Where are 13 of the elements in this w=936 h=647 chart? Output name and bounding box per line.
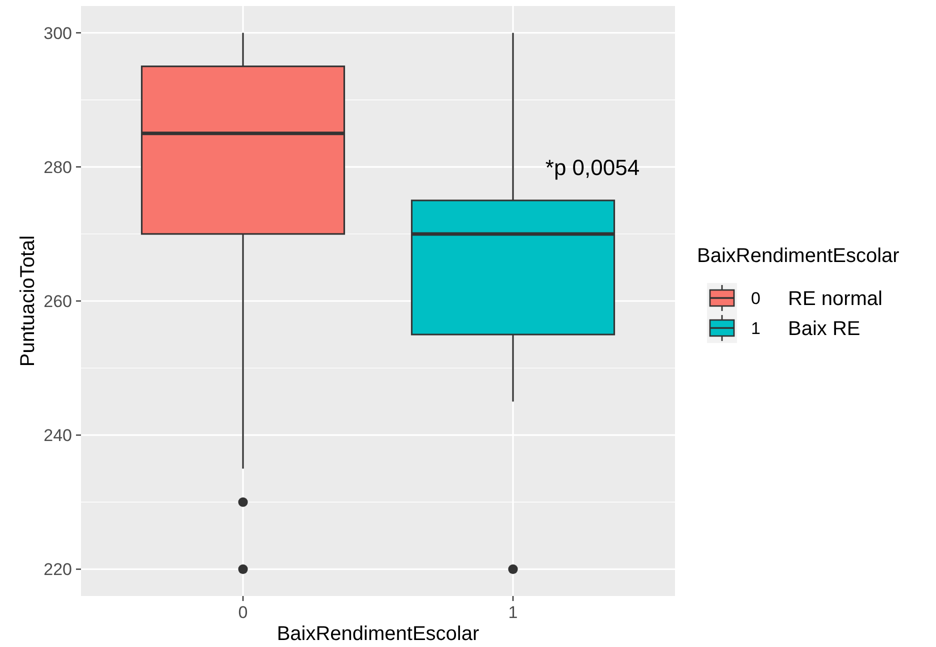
y-tick-label: 220 xyxy=(44,560,72,580)
y-tick-label: 240 xyxy=(44,426,72,446)
y-tick-label: 280 xyxy=(44,158,72,177)
legend-label: 1 xyxy=(751,319,760,338)
y-tick-label: 260 xyxy=(44,292,72,311)
y-tick-label: 300 xyxy=(44,24,72,43)
annotation: *p 0,0054 xyxy=(545,154,640,180)
legend-label: 0 xyxy=(751,289,760,308)
x-axis-title: BaixRendimentEscolar xyxy=(276,623,480,645)
text: RE normal xyxy=(788,288,882,310)
y-axis-title: PuntuacioTotal xyxy=(17,235,39,367)
text: Baix RE xyxy=(788,318,860,340)
legend-title: BaixRendimentEscolar xyxy=(697,245,900,267)
